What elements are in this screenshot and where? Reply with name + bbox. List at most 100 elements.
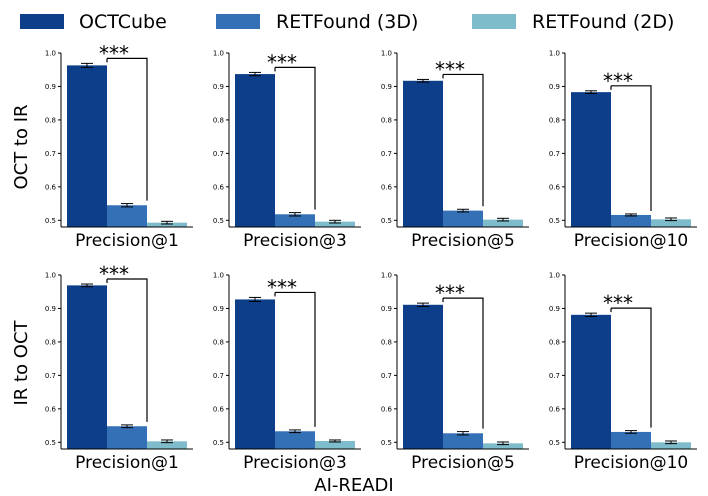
bar-6-0 [403, 304, 443, 449]
y-tick-label-5-4: 0.9 [213, 305, 224, 313]
y-tick-label-2-5: 1.0 [381, 50, 392, 58]
y-tick-label-3-4: 0.9 [549, 83, 560, 91]
y-tick-label-7-1: 0.6 [549, 405, 561, 413]
error-bar-4-2 [161, 439, 173, 444]
significance-bracket-2 [443, 73, 484, 207]
error-bar-7-2 [665, 440, 677, 445]
legend-swatch-2 [472, 14, 516, 29]
bar-1-1 [275, 214, 315, 227]
y-tick-label-1-3: 0.8 [213, 116, 224, 124]
bar-2-0 [403, 80, 443, 228]
bar-3-1 [611, 214, 651, 227]
significance-bracket-1 [275, 66, 316, 210]
panel-5: *** 0.5 0.6 0.7 0.8 0.9 1.0 Precision@3 [213, 272, 361, 473]
category-label-4: Precision@1 [75, 453, 179, 473]
y-tick-label-6-0: 0.5 [381, 439, 392, 447]
y-tick-label-0-5: 1.0 [45, 50, 56, 58]
y-tick-label-1-0: 0.5 [213, 217, 224, 225]
category-label-3: Precision@10 [574, 231, 688, 251]
significance-label-6: *** [435, 281, 465, 305]
significance-bracket-6 [443, 297, 484, 429]
error-bar-5-0 [249, 296, 261, 302]
y-tick-label-3-3: 0.8 [549, 116, 560, 124]
y-tick-label-7-4: 0.9 [549, 305, 560, 313]
y-tick-label-4-4: 0.9 [45, 305, 56, 313]
legend: OCTCube RETFound (3D) RETFound (2D) [20, 11, 674, 33]
panel-1: *** 0.5 0.6 0.7 0.8 0.9 1.0 Precision@3 [213, 50, 361, 251]
error-bar-2-1 [457, 208, 469, 213]
bar-0-1 [107, 205, 147, 227]
bar-1-2 [315, 221, 355, 227]
row-label-oct-to-ir: OCT to IR [11, 104, 32, 189]
legend-swatch-1 [216, 14, 260, 29]
y-tick-label-0-0: 0.5 [45, 217, 56, 225]
error-bar-0-2 [161, 220, 173, 225]
significance-bracket-0 [107, 57, 148, 201]
y-tick-label-1-2: 0.7 [213, 150, 224, 158]
error-bar-4-0 [81, 283, 93, 288]
y-tick-label-6-3: 0.8 [381, 338, 392, 346]
legend-label-2: RETFound (2D) [532, 11, 674, 33]
significance-label-7: *** [603, 291, 633, 315]
error-bar-6-0 [417, 302, 429, 307]
y-tick-label-4-0: 0.5 [45, 439, 56, 447]
significance-label-2: *** [435, 57, 465, 81]
significance-bracket-3 [611, 85, 652, 211]
bar-7-1 [611, 431, 651, 449]
panels: *** 0.5 0.6 0.7 0.8 0.9 1.0 Precision@1 *** 0.5 0.… [45, 41, 697, 473]
error-bar-5-1 [289, 429, 301, 434]
panel-4: *** 0.5 0.6 0.7 0.8 0.9 1.0 Precision@1 [45, 262, 193, 473]
error-bar-5-2 [329, 439, 341, 443]
dataset-xlabel: AI-READI [314, 475, 393, 496]
error-bar-2-2 [497, 217, 509, 222]
bar-5-1 [275, 431, 315, 449]
y-tick-label-2-2: 0.7 [381, 150, 392, 158]
panel-6: *** 0.5 0.6 0.7 0.8 0.9 1.0 Precision@5 [381, 272, 529, 473]
y-tick-label-2-1: 0.6 [381, 183, 393, 191]
y-tick-label-6-4: 0.9 [381, 305, 392, 313]
bar-7-0 [571, 314, 611, 449]
error-bar-3-1 [625, 213, 637, 217]
y-tick-label-6-1: 0.6 [381, 405, 393, 413]
bar-6-1 [443, 433, 483, 449]
significance-bracket-4 [107, 278, 148, 422]
error-bar-0-1 [121, 203, 133, 208]
error-bar-3-2 [665, 217, 677, 222]
y-tick-label-3-0: 0.5 [549, 217, 560, 225]
error-bar-2-0 [417, 78, 429, 83]
legend-label-1: RETFound (3D) [276, 11, 418, 33]
bar-5-0 [235, 299, 275, 449]
error-bar-7-1 [625, 430, 637, 434]
bar-0-2 [147, 222, 187, 227]
error-bar-1-0 [249, 71, 261, 77]
y-tick-label-6-5: 1.0 [381, 272, 392, 280]
significance-label-1: *** [267, 50, 297, 74]
bar-4-1 [107, 426, 147, 449]
significance-bracket-7 [611, 307, 652, 428]
panel-3: *** 0.5 0.6 0.7 0.8 0.9 1.0 Precision@10 [549, 50, 697, 251]
y-tick-label-7-0: 0.5 [549, 439, 560, 447]
y-tick-label-2-0: 0.5 [381, 217, 392, 225]
bar-2-2 [483, 219, 523, 227]
error-bar-4-1 [121, 424, 133, 429]
category-label-2: Precision@5 [411, 231, 515, 251]
row-label-ir-to-oct: IR to OCT [11, 319, 32, 405]
bar-6-2 [483, 443, 523, 449]
y-tick-label-5-5: 1.0 [213, 272, 224, 280]
y-tick-label-6-2: 0.7 [381, 372, 392, 380]
error-bar-3-0 [585, 90, 597, 94]
significance-label-3: *** [603, 69, 633, 93]
y-tick-label-0-1: 0.6 [45, 183, 57, 191]
category-label-6: Precision@5 [411, 453, 515, 473]
significance-bracket-5 [275, 291, 316, 427]
panel-2: *** 0.5 0.6 0.7 0.8 0.9 1.0 Precision@5 [381, 50, 529, 251]
y-tick-label-3-5: 1.0 [549, 50, 560, 58]
bar-4-0 [67, 285, 107, 449]
category-label-0: Precision@1 [75, 231, 179, 251]
bar-4-2 [147, 441, 187, 449]
bar-3-0 [571, 92, 611, 228]
panel-7: *** 0.5 0.6 0.7 0.8 0.9 1.0 Precision@10 [549, 272, 697, 473]
significance-label-0: *** [99, 41, 129, 65]
y-tick-label-7-5: 1.0 [549, 272, 560, 280]
